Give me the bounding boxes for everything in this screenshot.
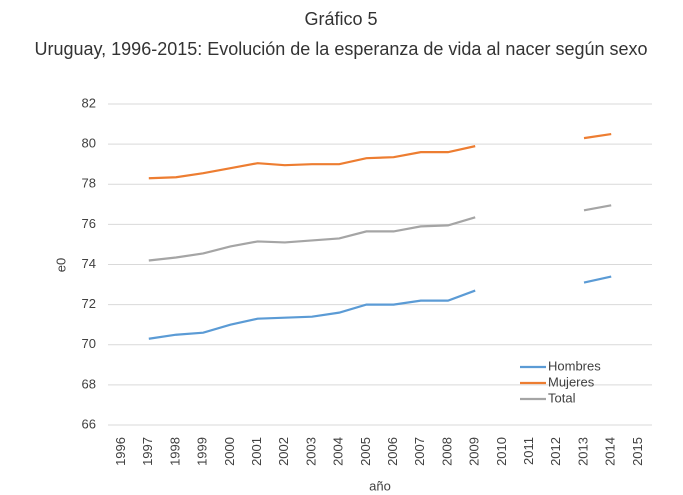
x-tick-label: 2012 <box>548 437 563 466</box>
series-line <box>148 275 612 340</box>
x-tick-label: 1996 <box>113 437 128 466</box>
x-tick-label: 2015 <box>630 437 645 466</box>
x-tick-label: 2001 <box>249 437 264 466</box>
x-tick-label: 1998 <box>167 437 182 466</box>
x-axis-label: año <box>369 478 391 493</box>
x-tick-label: 2010 <box>494 437 509 466</box>
x-tick-label: 2007 <box>412 437 427 466</box>
y-tick-label: 80 <box>82 136 96 151</box>
y-tick-label: 72 <box>82 296 96 311</box>
x-tick-label: 2003 <box>303 437 318 466</box>
legend-label: Hombres <box>548 358 601 373</box>
y-tick-label: 78 <box>82 176 96 191</box>
chart-subtitle: Uruguay, 1996-2015: Evolución de la espe… <box>34 39 647 59</box>
chart-title: Gráfico 5 <box>304 9 377 29</box>
x-tick-label: 2002 <box>276 437 291 466</box>
x-tick-label: 2011 <box>521 437 536 465</box>
legend-label: Total <box>548 390 576 405</box>
y-tick-label: 74 <box>82 256 96 271</box>
x-tick-label: 2014 <box>603 437 618 466</box>
x-tick-label: 1997 <box>140 437 155 466</box>
x-tick-label: 2000 <box>222 437 237 466</box>
x-tick-label: 2006 <box>385 437 400 466</box>
x-tick-label: 2005 <box>358 437 373 466</box>
y-tick-label: 82 <box>82 95 96 110</box>
x-tick-label: 2013 <box>575 437 590 466</box>
y-axis-label: e0 <box>53 258 68 272</box>
x-tick-label: 1999 <box>195 437 210 466</box>
series-line <box>148 133 612 180</box>
x-tick-label: 2004 <box>331 437 346 466</box>
series-line <box>148 204 612 262</box>
x-tick-label: 2009 <box>467 437 482 466</box>
y-tick-label: 68 <box>82 376 96 391</box>
legend-label: Mujeres <box>548 374 595 389</box>
y-tick-label: 70 <box>82 336 96 351</box>
x-tick-label: 2008 <box>439 437 454 466</box>
y-tick-label: 66 <box>82 416 96 431</box>
y-tick-label: 76 <box>82 216 96 231</box>
